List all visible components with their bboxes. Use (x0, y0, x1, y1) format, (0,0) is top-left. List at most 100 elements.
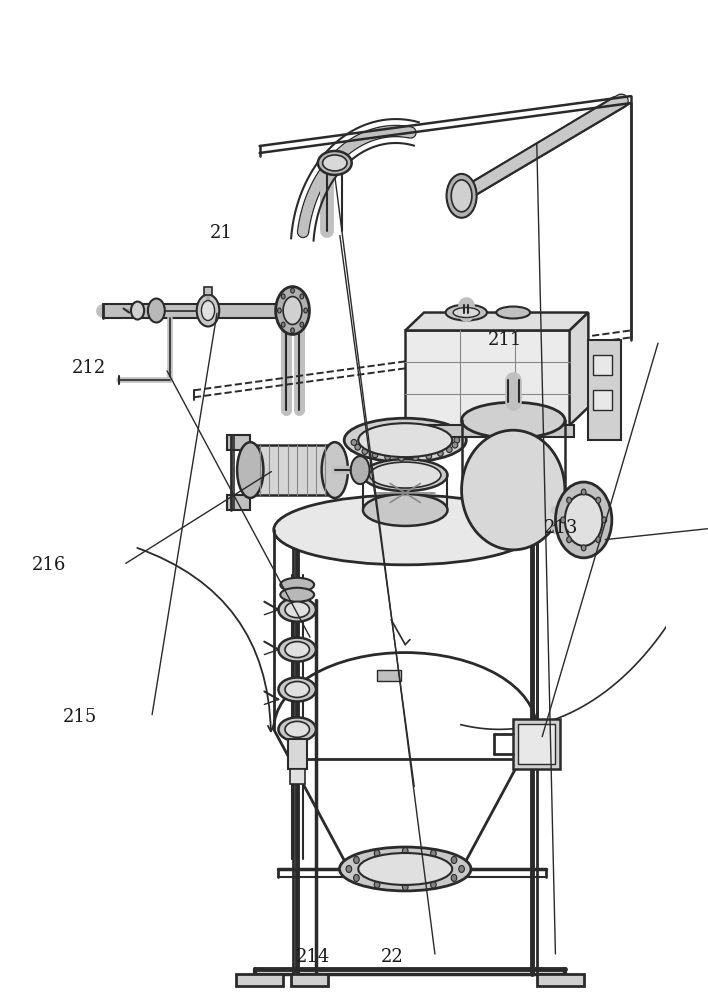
Ellipse shape (202, 301, 215, 320)
Ellipse shape (451, 857, 457, 863)
Bar (588, 340, 621, 440)
Text: 213: 213 (544, 519, 578, 537)
Ellipse shape (283, 297, 302, 324)
Ellipse shape (363, 494, 447, 526)
Ellipse shape (375, 850, 380, 857)
Ellipse shape (462, 402, 565, 438)
Ellipse shape (280, 588, 314, 602)
Ellipse shape (346, 865, 352, 872)
Ellipse shape (363, 459, 447, 491)
Ellipse shape (370, 462, 441, 488)
Bar (593, 390, 612, 410)
Ellipse shape (561, 517, 566, 523)
Ellipse shape (372, 452, 378, 458)
Ellipse shape (447, 447, 452, 453)
Ellipse shape (280, 578, 314, 592)
Ellipse shape (438, 450, 443, 456)
Ellipse shape (148, 299, 165, 322)
Ellipse shape (596, 537, 600, 543)
Text: 212: 212 (72, 359, 106, 377)
Ellipse shape (285, 602, 309, 618)
Bar (593, 355, 612, 375)
Bar (537, 974, 583, 986)
Ellipse shape (353, 857, 359, 863)
Ellipse shape (565, 494, 603, 546)
Ellipse shape (291, 328, 295, 333)
Ellipse shape (278, 308, 281, 313)
Ellipse shape (602, 517, 607, 523)
Ellipse shape (278, 717, 316, 741)
Ellipse shape (323, 155, 347, 171)
Ellipse shape (281, 294, 285, 299)
Ellipse shape (413, 455, 418, 461)
Polygon shape (405, 313, 588, 330)
Ellipse shape (566, 537, 571, 543)
Ellipse shape (291, 288, 295, 293)
Bar (518, 724, 556, 764)
Ellipse shape (426, 453, 432, 459)
Ellipse shape (451, 874, 457, 881)
Ellipse shape (281, 322, 285, 327)
Ellipse shape (300, 294, 304, 299)
Bar (236, 974, 283, 986)
Bar (250, 445, 335, 495)
Bar (290, 769, 304, 784)
Ellipse shape (274, 495, 537, 565)
Ellipse shape (285, 721, 309, 737)
Ellipse shape (300, 322, 304, 327)
Ellipse shape (453, 308, 479, 318)
Ellipse shape (285, 642, 309, 658)
Ellipse shape (344, 418, 467, 462)
Bar (291, 974, 329, 986)
Bar (227, 495, 250, 510)
Ellipse shape (430, 850, 436, 857)
Bar (288, 739, 307, 769)
Polygon shape (513, 719, 560, 769)
Bar (377, 670, 401, 681)
Ellipse shape (353, 874, 359, 881)
Text: 215: 215 (63, 708, 97, 726)
Ellipse shape (355, 444, 360, 450)
Ellipse shape (454, 437, 459, 443)
Text: 214: 214 (295, 948, 330, 966)
Ellipse shape (318, 151, 352, 175)
Ellipse shape (399, 455, 404, 461)
Ellipse shape (581, 489, 586, 495)
Ellipse shape (581, 545, 586, 551)
Bar (204, 287, 212, 295)
Ellipse shape (321, 442, 348, 498)
Ellipse shape (275, 287, 309, 334)
Ellipse shape (375, 881, 380, 888)
Text: 22: 22 (381, 948, 404, 966)
Ellipse shape (237, 442, 263, 498)
Text: 216: 216 (32, 556, 67, 574)
Polygon shape (405, 330, 569, 425)
Ellipse shape (358, 423, 452, 457)
Ellipse shape (278, 638, 316, 662)
Text: 21: 21 (210, 224, 232, 242)
Ellipse shape (351, 439, 357, 445)
Ellipse shape (131, 302, 144, 320)
Ellipse shape (556, 482, 612, 558)
Ellipse shape (197, 295, 219, 326)
Ellipse shape (447, 174, 476, 218)
Ellipse shape (566, 497, 571, 503)
Ellipse shape (304, 308, 307, 313)
Ellipse shape (462, 430, 565, 550)
Ellipse shape (430, 881, 436, 888)
Ellipse shape (402, 883, 408, 890)
Ellipse shape (358, 853, 452, 885)
Ellipse shape (278, 678, 316, 701)
Ellipse shape (285, 681, 309, 697)
Ellipse shape (596, 497, 600, 503)
Ellipse shape (339, 847, 471, 891)
Ellipse shape (384, 454, 390, 460)
Ellipse shape (402, 848, 408, 855)
Ellipse shape (350, 456, 370, 484)
Ellipse shape (496, 307, 530, 319)
Polygon shape (569, 313, 588, 425)
Ellipse shape (445, 305, 487, 320)
Ellipse shape (452, 442, 458, 448)
Bar (227, 435, 250, 450)
Bar (401, 425, 574, 437)
